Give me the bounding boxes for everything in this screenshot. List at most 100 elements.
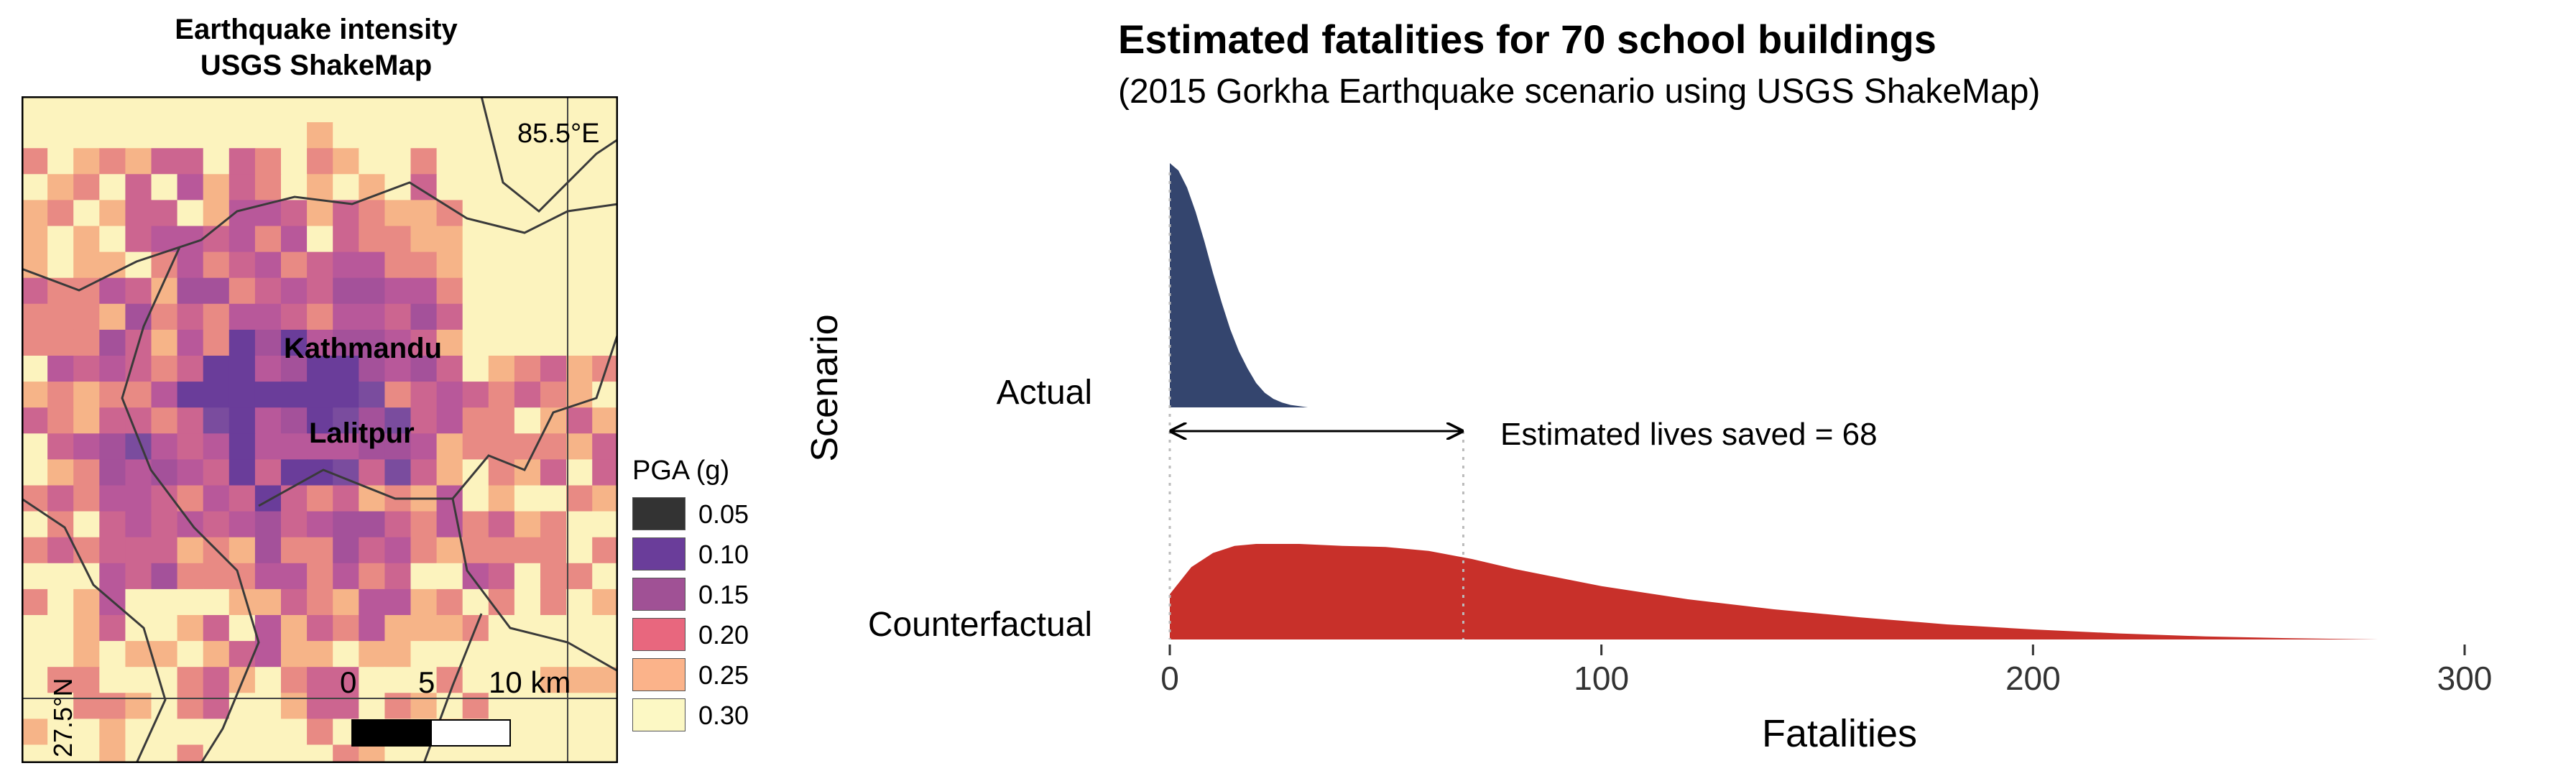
pga-cell <box>540 719 567 746</box>
pga-cell <box>228 356 256 382</box>
pga-cell <box>514 615 541 642</box>
pga-cell <box>125 511 152 538</box>
pga-cell <box>151 356 178 382</box>
pga-cell <box>125 537 152 564</box>
pga-cell <box>177 433 204 460</box>
pga-cell <box>592 174 618 200</box>
latitude-label: 27.5°N <box>48 678 78 757</box>
pga-cell <box>151 122 178 149</box>
pga-cell <box>540 744 567 763</box>
pga-cell <box>47 537 74 564</box>
pga-cell <box>22 511 48 538</box>
pga-cell <box>540 511 567 538</box>
pga-cell <box>410 433 438 460</box>
pga-cell <box>151 382 178 408</box>
pga-cell <box>384 459 412 486</box>
pga-cell <box>333 693 359 719</box>
pga-cell <box>22 433 48 460</box>
pga-cell <box>514 174 541 200</box>
pga-cell <box>307 511 333 538</box>
pga-cell <box>99 433 126 460</box>
pga-cell <box>177 563 204 590</box>
pga-cell <box>281 382 308 408</box>
pga-cell <box>73 200 100 227</box>
pga-cell <box>177 356 204 382</box>
pga-cell <box>462 537 489 564</box>
pga-cell <box>566 174 593 200</box>
x-axis-label: Fatalities <box>1761 712 1918 755</box>
pga-cell <box>436 356 463 382</box>
pga-cell <box>359 433 385 460</box>
pga-cell <box>514 382 541 408</box>
pga-cell <box>151 563 178 590</box>
pga-cell <box>566 303 593 331</box>
pga-cell <box>359 96 385 123</box>
pga-cell <box>462 251 489 279</box>
pga-cell <box>254 174 282 200</box>
pga-cell <box>566 122 593 149</box>
pga-cell <box>514 511 541 538</box>
pga-cell <box>99 174 126 200</box>
pga-cell <box>566 615 593 642</box>
pga-cell <box>125 719 152 746</box>
pga-cell <box>592 667 618 693</box>
pga-cell <box>281 148 308 175</box>
pga-cell <box>281 329 308 356</box>
pga-cell <box>384 563 412 590</box>
pga-cell <box>540 382 567 408</box>
legend-swatch <box>632 537 685 571</box>
pga-cell <box>254 693 282 719</box>
pga-cell <box>47 251 74 279</box>
pga-cell <box>384 433 412 460</box>
pga-cell <box>359 459 385 486</box>
pga-cell <box>359 303 385 331</box>
pga-cell <box>359 744 385 763</box>
pga-cell <box>384 96 412 123</box>
pga-cell <box>254 719 282 746</box>
pga-cell <box>488 537 515 564</box>
pga-cell <box>540 485 567 512</box>
pga-cell <box>203 356 230 382</box>
pga-cell <box>384 537 412 564</box>
pga-cell <box>410 407 438 434</box>
pga-cell <box>333 356 359 382</box>
pga-cell <box>73 667 100 693</box>
pga-cell <box>228 537 256 564</box>
pga-cell <box>333 667 359 693</box>
pga-cell <box>592 485 618 512</box>
pga-cell <box>333 303 359 331</box>
pga-cell <box>73 641 100 668</box>
x-tick-label: 0 <box>1160 660 1179 697</box>
pga-cell <box>514 537 541 564</box>
pga-cell <box>47 459 74 486</box>
pga-cell <box>228 382 256 408</box>
pga-cell <box>73 122 100 149</box>
pga-cell <box>22 382 48 408</box>
pga-cell <box>177 407 204 434</box>
pga-cell <box>540 122 567 149</box>
pga-cell <box>203 382 230 408</box>
pga-cell <box>125 641 152 668</box>
pga-cell <box>254 148 282 175</box>
pga-cell <box>228 641 256 668</box>
pga-cell <box>151 459 178 486</box>
pga-cell <box>333 615 359 642</box>
pga-cell <box>125 459 152 486</box>
pga-cell <box>566 277 593 305</box>
pga-cell <box>177 615 204 642</box>
pga-cell <box>592 277 618 305</box>
pga-cell <box>462 433 489 460</box>
pga-cell <box>514 148 541 175</box>
pga-cell <box>307 563 333 590</box>
pga-cell <box>22 174 48 200</box>
pga-cell <box>333 744 359 763</box>
pga-cell <box>47 744 74 763</box>
pga-cell <box>151 251 178 279</box>
pga-cell <box>151 407 178 434</box>
pga-cell <box>151 329 178 356</box>
pga-cell <box>359 615 385 642</box>
pga-cell <box>99 537 126 564</box>
pga-cell <box>540 667 567 693</box>
pga-cell <box>73 382 100 408</box>
pga-cell <box>592 588 618 616</box>
